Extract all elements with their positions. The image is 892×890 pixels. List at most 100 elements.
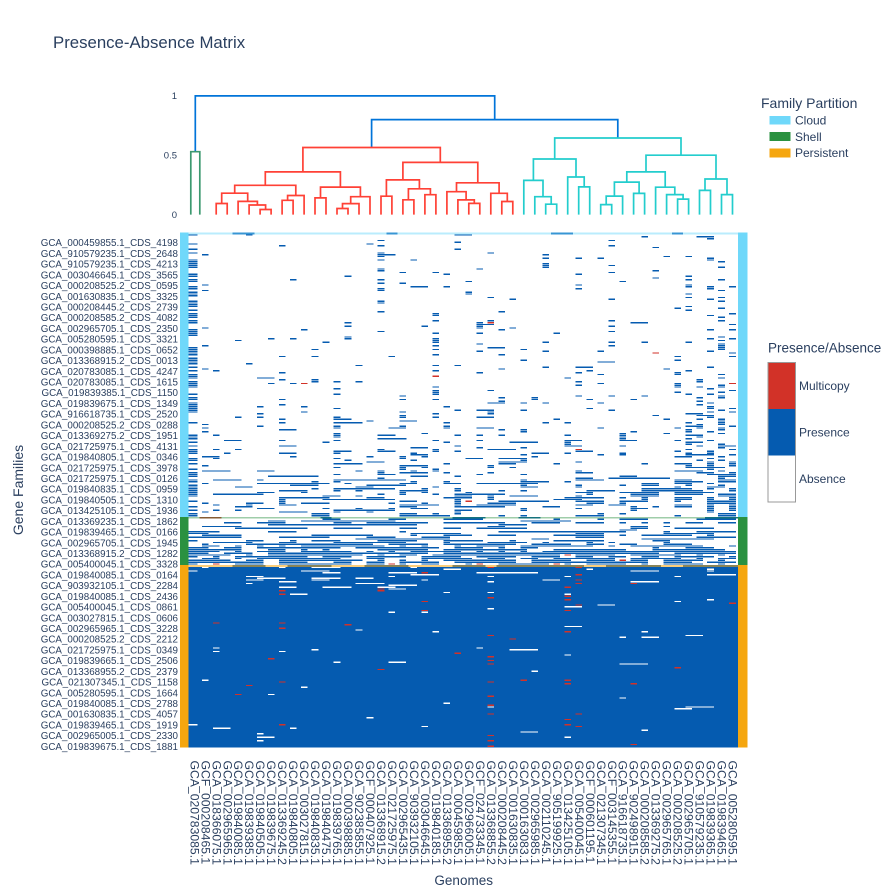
svg-text:GCF_000407925.1: GCF_000407925.1 (363, 761, 377, 865)
svg-text:GCA_019839385.1: GCA_019839385.1 (242, 761, 256, 866)
svg-text:GCA_000208525.2: GCA_000208525.2 (671, 761, 685, 866)
svg-text:GCA_910579235.1_CDS_2648: GCA_910579235.1_CDS_2648 (41, 249, 179, 260)
svg-text:GCA_000208525.2_CDS_0595: GCA_000208525.2_CDS_0595 (41, 281, 179, 292)
svg-text:GCA_000398885.1: GCA_000398885.1 (341, 761, 355, 866)
svg-text:GCA_013368955.2_CDS_2379: GCA_013368955.2_CDS_2379 (41, 667, 178, 678)
svg-text:GCA_013425105.1: GCA_013425105.1 (561, 761, 575, 866)
svg-text:GCA_019840835.1_CDS_0959: GCA_019840835.1_CDS_0959 (41, 485, 178, 496)
svg-text:GCA_021307345.1: GCA_021307345.1 (594, 761, 608, 866)
svg-text:GCA_019840085.1_CDS_2436: GCA_019840085.1_CDS_2436 (41, 592, 179, 603)
svg-text:GCA_902385855.1: GCA_902385855.1 (352, 761, 366, 866)
svg-text:Shell: Shell (795, 130, 822, 144)
svg-text:Absence: Absence (799, 472, 846, 486)
svg-text:1: 1 (172, 91, 177, 102)
svg-text:GCA_019839365.1: GCA_019839365.1 (704, 761, 718, 866)
svg-text:GCA_003046645.1_CDS_3565: GCA_003046645.1_CDS_3565 (41, 270, 179, 281)
svg-text:GCA_013369245.2: GCA_013369245.2 (275, 761, 289, 866)
svg-text:GCA_019839665.1_CDS_2506: GCA_019839665.1_CDS_2506 (41, 656, 179, 667)
svg-text:GCA_000459855.1_CDS_4198: GCA_000459855.1_CDS_4198 (41, 238, 179, 249)
svg-text:GCA_013369275.2: GCA_013369275.2 (649, 761, 663, 866)
svg-text:Presence: Presence (799, 425, 850, 439)
svg-text:GCA_013368915.2: GCA_013368915.2 (374, 761, 388, 866)
svg-text:GCA_002965765.1: GCA_002965765.1 (660, 761, 674, 866)
svg-text:GCA_002965965.1: GCA_002965965.1 (220, 761, 234, 866)
svg-text:GCA_902498915.1: GCA_902498915.1 (627, 761, 641, 866)
svg-text:GCA_021725975.1: GCA_021725975.1 (385, 761, 399, 866)
svg-text:GCA_019839385.1_CDS_1150: GCA_019839385.1_CDS_1150 (41, 388, 178, 399)
svg-text:GCA_021725975.1_CDS_4131: GCA_021725975.1_CDS_4131 (41, 442, 178, 453)
svg-text:GCA_002965705.1_CDS_2350: GCA_002965705.1_CDS_2350 (41, 324, 179, 335)
svg-text:GCA_019839675.1: GCA_019839675.1 (264, 761, 278, 866)
svg-text:GCA_019839465.1_CDS_0166: GCA_019839465.1_CDS_0166 (41, 528, 179, 539)
svg-text:GCA_005400045.1_CDS_0861: GCA_005400045.1_CDS_0861 (41, 603, 178, 614)
svg-text:GCA_013368915.2_CDS_1282: GCA_013368915.2_CDS_1282 (41, 549, 178, 560)
svg-text:GCA_019840805.1_CDS_0346: GCA_019840805.1_CDS_0346 (41, 453, 179, 464)
svg-text:GCA_019840505.1: GCA_019840505.1 (253, 761, 267, 866)
svg-text:GCA_013369275.2_CDS_1951: GCA_013369275.2_CDS_1951 (41, 431, 178, 442)
svg-text:GCA_018366075.1: GCA_018366075.1 (209, 761, 223, 866)
svg-text:GCA_002965705.1_CDS_1945: GCA_002965705.1_CDS_1945 (41, 538, 179, 549)
svg-text:GCA_903932105.1: GCA_903932105.1 (407, 761, 421, 866)
svg-text:GCA_916618735.1: GCA_916618735.1 (616, 761, 630, 866)
svg-text:Presence/Absence: Presence/Absence (768, 341, 881, 356)
svg-text:GCA_000208445.2_CDS_2739: GCA_000208445.2_CDS_2739 (41, 303, 178, 314)
svg-text:GCA_020783085.1_CDS_4247: GCA_020783085.1_CDS_4247 (41, 367, 178, 378)
svg-text:GCF_003145355.1: GCF_003145355.1 (605, 761, 619, 865)
svg-text:GCA_000163083.1: GCA_000163083.1 (517, 761, 531, 866)
svg-text:GCA_019839675.1_CDS_1349: GCA_019839675.1_CDS_1349 (41, 399, 178, 410)
svg-text:Presence-Absence Matrix: Presence-Absence Matrix (53, 33, 246, 52)
svg-text:GCA_001630835.1_CDS_3325: GCA_001630835.1_CDS_3325 (41, 292, 179, 303)
svg-text:GCA_903932105.1_CDS_2284: GCA_903932105.1_CDS_2284 (41, 581, 179, 592)
svg-text:GCA_020783085.1: GCA_020783085.1 (187, 761, 201, 866)
svg-text:GCA_019840085.1_CDS_2788: GCA_019840085.1_CDS_2788 (41, 699, 179, 710)
svg-text:Multicopy: Multicopy (799, 379, 850, 393)
svg-text:GCA_002110245.1: GCA_002110245.1 (539, 761, 553, 865)
svg-text:GCA_003027815.1_CDS_0606: GCA_003027815.1_CDS_0606 (41, 613, 179, 624)
svg-text:GCF_000601195.1: GCF_000601195.1 (583, 761, 597, 864)
svg-text:GCA_003027815.1: GCA_003027815.1 (297, 761, 311, 866)
svg-text:0.5: 0.5 (164, 151, 177, 162)
svg-text:Family Partition: Family Partition (761, 95, 857, 111)
svg-text:GCA_905199925.1: GCA_905199925.1 (550, 761, 564, 866)
svg-text:GCA_019839465.1_CDS_1919: GCA_019839465.1_CDS_1919 (41, 721, 178, 732)
svg-text:GCA_013368955.2: GCA_013368955.2 (440, 761, 454, 866)
svg-text:GCA_000208585.2_CDS_4082: GCA_000208585.2_CDS_4082 (41, 313, 178, 324)
svg-text:Gene Families: Gene Families (10, 445, 26, 535)
svg-text:GCA_001630835.1_CDS_4057: GCA_001630835.1_CDS_4057 (41, 710, 178, 721)
svg-text:GCA_019840085.1: GCA_019840085.1 (231, 761, 245, 866)
svg-text:GCA_005280595.1_CDS_3321: GCA_005280595.1_CDS_3321 (41, 335, 178, 346)
svg-text:0: 0 (172, 210, 177, 221)
svg-text:GCA_002965705.1: GCA_002965705.1 (682, 761, 696, 866)
svg-text:GCA_005400045.1: GCA_005400045.1 (572, 761, 586, 866)
svg-text:GCA_013368915.2_CDS_0013: GCA_013368915.2_CDS_0013 (41, 356, 179, 367)
svg-text:GCF_000208465.1: GCF_000208465.1 (198, 761, 212, 865)
svg-text:GCA_003046645.1: GCA_003046645.1 (418, 761, 432, 866)
svg-text:GCA_910579235.1: GCA_910579235.1 (693, 761, 707, 866)
svg-text:GCA_000398885.1_CDS_0652: GCA_000398885.1_CDS_0652 (41, 345, 178, 356)
svg-text:GCA_013368855.2: GCA_013368855.2 (484, 761, 498, 866)
svg-text:GCA_019839675.1_CDS_1881: GCA_019839675.1_CDS_1881 (41, 742, 178, 753)
svg-text:GCA_000208445.2: GCA_000208445.2 (495, 761, 509, 866)
svg-text:GCA_000208585.2: GCA_000208585.2 (638, 761, 652, 866)
svg-text:Cloud: Cloud (795, 113, 826, 127)
svg-text:Persistent: Persistent (795, 146, 849, 160)
svg-text:GCA_020783085.1_CDS_1615: GCA_020783085.1_CDS_1615 (41, 378, 179, 389)
svg-text:GCA_021307345.1_CDS_1158: GCA_021307345.1_CDS_1158 (41, 678, 178, 689)
svg-text:GCA_019840835.1: GCA_019840835.1 (308, 761, 322, 866)
svg-text:GCA_005280595.1_CDS_1664: GCA_005280595.1_CDS_1664 (41, 688, 179, 699)
svg-text:GCA_002965005.1_CDS_2330: GCA_002965005.1_CDS_2330 (41, 731, 179, 742)
svg-text:GCA_005280595.1: GCA_005280595.1 (726, 761, 740, 866)
svg-text:Genomes: Genomes (434, 873, 493, 888)
svg-text:GCA_001630835.1: GCA_001630835.1 (506, 761, 520, 866)
svg-text:GCA_000208525.2_CDS_2212: GCA_000208525.2_CDS_2212 (41, 635, 178, 646)
svg-text:GCA_019840505.1_CDS_1310: GCA_019840505.1_CDS_1310 (41, 495, 179, 506)
svg-text:GCA_019840475.1: GCA_019840475.1 (319, 761, 333, 866)
svg-text:GCA_021725975.1_CDS_0349: GCA_021725975.1_CDS_0349 (41, 645, 178, 656)
svg-text:GCA_019840085.1_CDS_0164: GCA_019840085.1_CDS_0164 (41, 570, 179, 581)
svg-text:GCA_019840805.1: GCA_019840805.1 (286, 761, 300, 866)
svg-text:GCA_013369235.1_CDS_1862: GCA_013369235.1_CDS_1862 (41, 517, 178, 528)
svg-text:GCA_021725975.1_CDS_3978: GCA_021725975.1_CDS_3978 (41, 463, 179, 474)
svg-text:GCA_916618735.1_CDS_2520: GCA_916618735.1_CDS_2520 (41, 410, 179, 421)
svg-text:GCA_019840185.1: GCA_019840185.1 (429, 761, 443, 866)
svg-text:GCF_024733345.1: GCF_024733345.1 (473, 761, 487, 865)
